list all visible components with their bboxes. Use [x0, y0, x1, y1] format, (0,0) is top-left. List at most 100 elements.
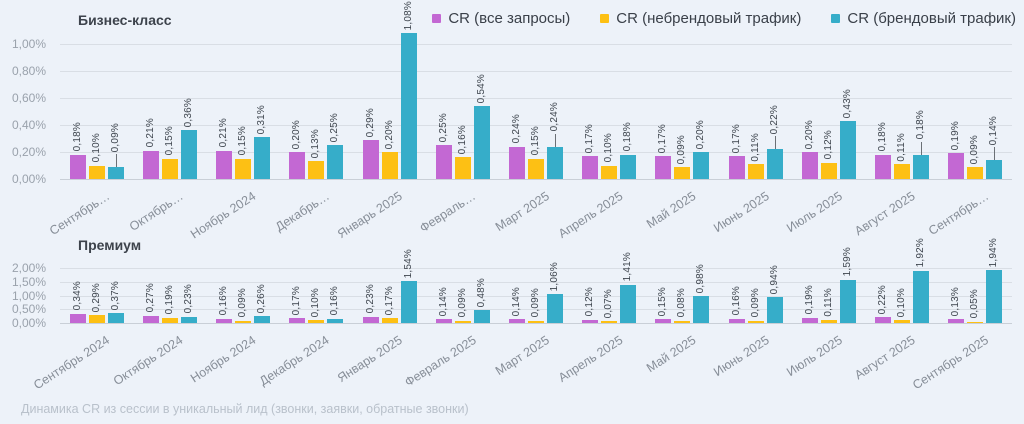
x-axis-tick-label: Август 2025	[852, 333, 918, 383]
x-axis-tick-label: Февраль 2025	[401, 333, 479, 390]
bar	[547, 146, 563, 179]
bar	[435, 319, 452, 323]
bar-value-label: 1,41%	[622, 252, 634, 282]
legend-item-label: CR (все запросы)	[448, 10, 571, 27]
bar	[839, 279, 856, 323]
bar-value-label: 0,29%	[90, 282, 102, 313]
bar	[235, 320, 252, 323]
bar	[747, 320, 764, 323]
bar	[967, 321, 984, 323]
y-axis-tick-label: 0,50%	[11, 302, 46, 317]
bar	[216, 318, 233, 323]
y-axis-tick-label: 1,50%	[11, 275, 46, 290]
bar-value-label: 0,17%	[291, 286, 303, 316]
legend-swatch-icon	[432, 14, 442, 23]
bar	[967, 166, 984, 179]
bar-value-label: 0,94%	[768, 264, 780, 295]
bar	[327, 145, 344, 179]
bar	[473, 106, 490, 179]
legend-item-all-queries[interactable]: CR (все запросы)	[432, 10, 570, 27]
bar-value-label: 0,09%	[530, 288, 541, 318]
bar-value-label: 0,14%	[511, 286, 522, 317]
legend-swatch-icon	[831, 14, 841, 23]
bar	[728, 156, 745, 179]
bar	[986, 160, 1003, 179]
gridline	[60, 323, 1012, 324]
legend-item-nonbrand-traffic[interactable]: CR (небрендовый трафик)	[600, 10, 801, 27]
bar	[655, 156, 672, 179]
bar	[801, 152, 818, 179]
bar	[180, 316, 197, 323]
legend-item-label: CR (небрендовый трафик)	[616, 10, 802, 27]
bar-value-label: 0,10%	[896, 287, 908, 318]
label-leader-line	[994, 147, 996, 161]
label-leader-line	[774, 136, 776, 150]
bar	[801, 317, 818, 323]
bar	[142, 150, 159, 179]
bar	[381, 318, 398, 323]
bar-value-label: 0,98%	[695, 263, 707, 294]
bar	[509, 319, 525, 323]
bar	[913, 270, 930, 323]
legend-item-label: CR (брендовый трафик)	[847, 10, 1016, 27]
chart-title: Премиум	[78, 237, 142, 253]
bar-value-label: 0,48%	[475, 277, 487, 307]
legend-swatch-icon	[600, 14, 610, 23]
bar	[142, 315, 159, 323]
bar	[454, 320, 471, 323]
bar	[509, 146, 525, 179]
bar	[400, 33, 417, 179]
bar-value-label: 0,08%	[676, 288, 688, 318]
bar-value-label: 0,17%	[383, 286, 395, 316]
x-axis-tick-label: Апрель 2025	[555, 333, 625, 385]
bar	[693, 296, 710, 323]
y-axis-tick-label: 0,80%	[11, 64, 46, 78]
gridline	[60, 309, 1012, 311]
bar	[913, 154, 930, 179]
bar	[766, 149, 783, 179]
bar	[528, 158, 544, 179]
bar	[161, 317, 178, 323]
y-axis-tick-label: 1,00%	[11, 37, 46, 51]
bar-value-label: 1,54%	[402, 248, 414, 278]
gridline	[60, 152, 1012, 153]
bar	[986, 270, 1003, 323]
x-axis-tick-label: Март 2025	[492, 333, 552, 379]
bar-value-label: 0,09%	[749, 288, 761, 318]
x-axis-tick-label: Сентябрь 2024	[31, 333, 113, 393]
x-axis-tick-label: Январь 2025	[335, 333, 406, 386]
bar	[674, 320, 691, 323]
bar	[620, 154, 637, 179]
bar	[582, 319, 599, 323]
bar-value-label: 0,05%	[969, 289, 981, 319]
bar	[820, 162, 837, 179]
bar	[948, 319, 965, 323]
bar	[69, 154, 86, 179]
bar-value-label: 1,59%	[841, 247, 853, 277]
bar-value-label: 1,94%	[988, 237, 1000, 268]
bar	[235, 158, 252, 179]
x-axis-tick-label: Октябрь 2024	[110, 333, 186, 389]
bar	[362, 316, 379, 323]
x-axis-tick-label: Июнь 2025	[710, 333, 772, 380]
bar	[894, 164, 911, 179]
bar-value-label: 0,09%	[237, 288, 249, 318]
bar	[435, 145, 452, 179]
bar-value-label: 0,07%	[603, 288, 615, 319]
x-axis-tick-label: Ноябрь 2024	[188, 333, 259, 386]
label-leader-line	[921, 141, 923, 155]
x-axis-tick-label: Июль 2025	[783, 333, 845, 380]
legend-item-brand-traffic[interactable]: CR (брендовый трафик)	[831, 10, 1016, 27]
x-axis-tick-label: Декабрь 2024	[257, 333, 332, 389]
bar-value-label: 0,15%	[657, 286, 669, 316]
bar-value-label: 0,14%	[437, 286, 449, 317]
bar	[216, 150, 233, 179]
bar-value-label: 0,16%	[730, 286, 742, 316]
bar-value-label: 0,09%	[456, 288, 468, 318]
y-axis-tick-label: 0,20%	[11, 145, 46, 159]
bar-value-label: 0,34%	[71, 281, 83, 311]
bar	[875, 316, 892, 323]
bar-value-label: 0,37%	[109, 280, 121, 310]
